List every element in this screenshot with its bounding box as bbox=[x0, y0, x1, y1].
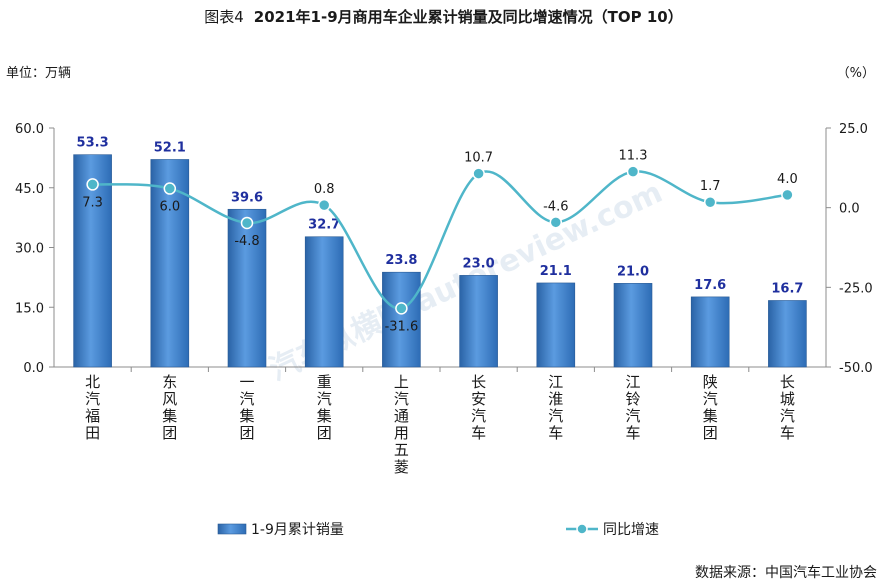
growth-point bbox=[626, 165, 640, 178]
bar bbox=[768, 300, 807, 368]
bar bbox=[304, 236, 344, 368]
growth-point bbox=[395, 302, 408, 315]
bar-value-label: 53.3 bbox=[77, 136, 109, 151]
bar-value-label: 23.8 bbox=[385, 253, 417, 268]
left-axis-unit: 单位：万辆 bbox=[6, 66, 72, 81]
growth-value-label: 11.3 bbox=[619, 149, 648, 164]
legend-bar-label: 1-9月累计销量 bbox=[251, 522, 344, 538]
category-label: 江淮汽车 bbox=[548, 373, 563, 442]
growth-value-label: 0.8 bbox=[314, 182, 335, 197]
left-axis-tick-label: 60.0 bbox=[15, 122, 44, 137]
bar-value-label: 21.1 bbox=[540, 264, 572, 279]
growth-value-label: 10.7 bbox=[464, 151, 493, 166]
category-label: 东风集团 bbox=[162, 373, 177, 442]
growth-value-label: 7.3 bbox=[82, 195, 103, 210]
chart-title: 图表4 2021年1-9月商用车企业累计销量及同比增速情况（TOP 10） bbox=[0, 6, 887, 27]
growth-value-label: 6.0 bbox=[159, 200, 180, 215]
bar-value-label: 23.0 bbox=[463, 256, 495, 271]
right-axis-tick-label: 0.0 bbox=[839, 202, 860, 217]
bar-value-label: 21.0 bbox=[617, 264, 649, 279]
category-label: 长城汽车 bbox=[780, 373, 795, 442]
left-axis-tick-label: 30.0 bbox=[15, 242, 44, 257]
growth-value-label: 4.0 bbox=[777, 172, 798, 187]
category-label: 上汽通用五菱 bbox=[394, 373, 409, 476]
left-axis-tick-label: 45.0 bbox=[15, 182, 44, 197]
growth-point bbox=[86, 178, 99, 191]
growth-value-label: 1.7 bbox=[700, 179, 721, 194]
category-label: 北汽福田 bbox=[85, 373, 100, 442]
bar bbox=[690, 296, 730, 368]
growth-point bbox=[163, 182, 177, 195]
data-source: 数据来源：中国汽车工业协会 bbox=[695, 565, 877, 581]
bar bbox=[613, 283, 653, 368]
bar-value-label: 17.6 bbox=[694, 278, 726, 293]
category-label: 江铃汽车 bbox=[625, 373, 640, 442]
category-label: 一汽集团 bbox=[239, 373, 254, 442]
bar bbox=[459, 275, 498, 368]
growth-value-label: -4.6 bbox=[543, 199, 568, 214]
legend-line-marker bbox=[576, 523, 588, 535]
growth-value-label: -4.8 bbox=[234, 234, 259, 249]
category-label: 长安汽车 bbox=[471, 373, 486, 442]
right-axis-tick-label: -25.0 bbox=[839, 281, 873, 296]
legend-line-label: 同比增速 bbox=[603, 522, 659, 538]
right-axis-tick-label: 25.0 bbox=[839, 122, 868, 137]
growth-point bbox=[317, 198, 331, 212]
bar bbox=[227, 208, 267, 368]
right-axis-tick-label: -50.0 bbox=[839, 361, 873, 376]
left-axis-tick-label: 15.0 bbox=[15, 301, 44, 316]
category-label: 重汽集团 bbox=[317, 373, 332, 442]
growth-line bbox=[92, 170, 788, 310]
title-text: 2021年1-9月商用车企业累计销量及同比增速情况（TOP 10） bbox=[253, 8, 683, 26]
bar-value-label: 39.6 bbox=[231, 190, 263, 205]
growth-point bbox=[781, 188, 794, 202]
bar bbox=[382, 271, 421, 368]
bar bbox=[536, 282, 576, 368]
bar-value-label: 32.7 bbox=[308, 218, 340, 233]
bar-value-label: 16.7 bbox=[771, 281, 803, 296]
growth-value-label: -31.6 bbox=[385, 319, 419, 334]
growth-point bbox=[240, 216, 254, 230]
growth-point bbox=[703, 195, 717, 209]
legend-bar-swatch bbox=[217, 523, 247, 535]
growth-point bbox=[472, 167, 485, 180]
category-label: 陕汽集团 bbox=[703, 373, 718, 442]
bar-value-label: 52.1 bbox=[154, 140, 186, 155]
right-axis-unit: （%） bbox=[836, 66, 875, 81]
figure-label: 图表4 bbox=[204, 8, 244, 26]
growth-point bbox=[549, 216, 563, 229]
left-axis-tick-label: 0.0 bbox=[23, 361, 44, 376]
